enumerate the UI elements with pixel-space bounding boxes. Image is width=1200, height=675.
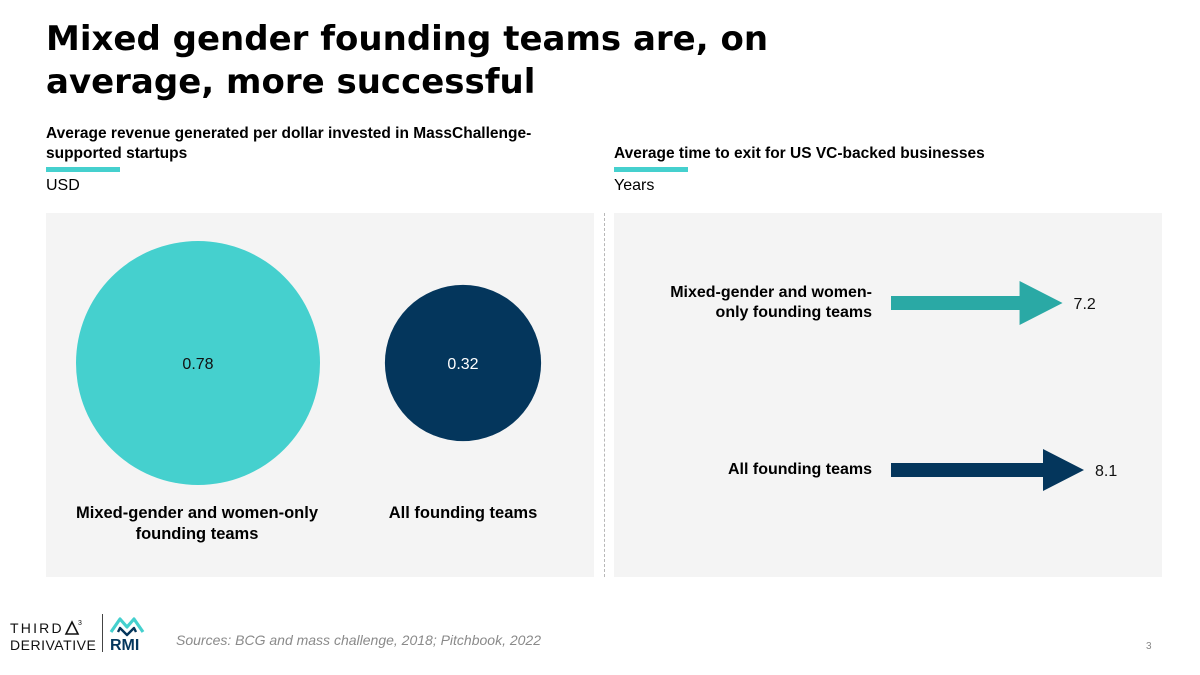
- bubble-category-label-0: Mixed-gender and women-only founding tea…: [75, 504, 319, 543]
- page-number: 3: [1146, 641, 1152, 652]
- arrow-chart: 7.2 8.1: [891, 281, 1117, 491]
- rmi-logo: RMI: [108, 616, 150, 654]
- logo-separator: [102, 614, 103, 652]
- svg-text:DERIVATIVE: DERIVATIVE: [10, 637, 96, 653]
- page-title: Mixed gender founding teams are, on aver…: [46, 19, 769, 102]
- svg-text:THIRD: THIRD: [10, 620, 62, 636]
- svg-text:RMI: RMI: [110, 637, 139, 652]
- arrow-value-label-1: 8.1: [1095, 463, 1117, 480]
- right-chart-unit: Years: [614, 177, 655, 194]
- arrow-category-label-1: All founding teams: [728, 461, 872, 478]
- right-chart-title: Average time to exit for US VC-backed bu…: [614, 145, 985, 162]
- bubble-value-label-1: 0.32: [447, 356, 478, 373]
- arrow-1: [891, 449, 1084, 491]
- bubble-chart: 0.78 0.32: [76, 241, 542, 485]
- svg-text:3: 3: [78, 620, 82, 627]
- left-chart-title: Average revenue generated per dollar inv…: [46, 125, 532, 162]
- right-accent-bar: [614, 167, 688, 172]
- source-note: Sources: BCG and mass challenge, 2018; P…: [176, 632, 541, 648]
- bubble-0: [76, 241, 320, 485]
- arrow-value-label-0: 7.2: [1074, 296, 1096, 313]
- arrow-category-label-0: Mixed-gender and women-only founding tea…: [670, 284, 872, 321]
- bubble-value-label-0: 0.78: [182, 356, 213, 373]
- arrow-0: [891, 281, 1063, 325]
- left-chart-unit: USD: [46, 177, 80, 194]
- bubble-1: [384, 284, 542, 442]
- left-accent-bar: [46, 167, 120, 172]
- bubble-category-label-1: All founding teams: [388, 504, 538, 522]
- panel-divider: [604, 213, 605, 577]
- third-derivative-logo: THIRD 3 DERIVATIVE: [10, 618, 98, 658]
- right-chart-panel: [614, 213, 1162, 577]
